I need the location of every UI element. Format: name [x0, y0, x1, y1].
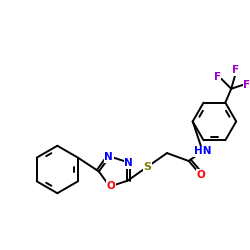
Text: F: F	[244, 80, 250, 90]
Text: HN: HN	[194, 146, 211, 156]
Text: F: F	[214, 72, 221, 82]
Text: N: N	[124, 158, 133, 168]
Text: F: F	[232, 65, 239, 75]
Text: S: S	[143, 162, 151, 172]
Text: N: N	[104, 152, 113, 162]
Text: O: O	[196, 170, 205, 180]
Text: O: O	[106, 180, 115, 190]
